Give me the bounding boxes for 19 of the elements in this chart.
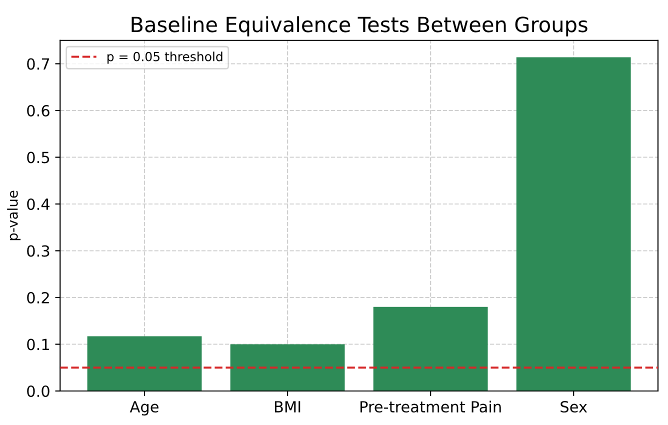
x-tick-label: Age bbox=[130, 401, 158, 416]
y-tick-label: 0.2 bbox=[27, 292, 49, 304]
x-tick-label: Pre-treatment Pain bbox=[360, 400, 501, 413]
legend-label: p = 0.05 threshold bbox=[108, 52, 222, 64]
bar bbox=[230, 344, 345, 391]
y-tick-label: 0.6 bbox=[27, 104, 50, 117]
x-tick-label: Sex bbox=[560, 400, 588, 413]
y-tick-label: 0.3 bbox=[27, 245, 50, 257]
bar bbox=[373, 306, 488, 391]
y-tick-label: 0.0 bbox=[27, 385, 50, 398]
y-tick-label: 0.4 bbox=[27, 198, 50, 210]
bar bbox=[516, 57, 631, 391]
y-tick-label: 0.7 bbox=[27, 58, 50, 70]
y-tick-label: 0.5 bbox=[27, 152, 50, 164]
x-tick-label: BMI bbox=[274, 401, 300, 412]
y-tick-label: 0.1 bbox=[27, 338, 49, 350]
chart-title: Baseline Equivalence Tests Between Groups bbox=[132, 16, 588, 36]
bar bbox=[87, 336, 202, 391]
y-axis-title: p-value bbox=[7, 190, 21, 240]
